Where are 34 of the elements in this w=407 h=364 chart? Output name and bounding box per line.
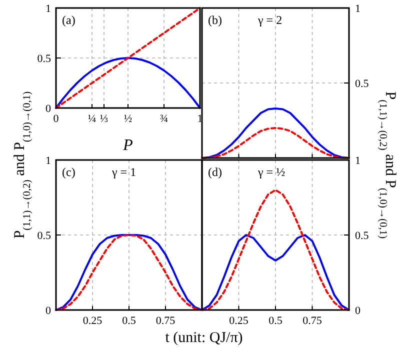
y-tick-label: 0.5 <box>37 53 52 65</box>
x-tick-label: ½ <box>124 113 132 125</box>
y-tick-label: 1 <box>355 3 360 15</box>
x-axis-title: t (unit: QJ/π) <box>165 330 243 346</box>
annotation: γ = ½ <box>257 165 286 179</box>
x-tick-label: 0.5 <box>268 315 283 327</box>
line-series <box>201 127 350 159</box>
annotation: γ = 2 <box>257 13 282 27</box>
x-axis-title: P <box>122 137 134 154</box>
x-tick-label: ⅓ <box>100 113 108 125</box>
y-tick-label: 0 <box>46 103 52 115</box>
x-tick-label: 0 <box>53 113 60 125</box>
x-tick-label: 1 <box>197 113 203 125</box>
y-tick-label: 1 <box>355 155 360 167</box>
line-series <box>55 57 201 109</box>
annotation: (c) <box>62 165 76 179</box>
y-tick-label: 0 <box>46 305 52 317</box>
y-tick-label: 0 <box>355 305 361 317</box>
y-tick-label: 1 <box>46 155 51 167</box>
y-tick-label: 0.5 <box>37 230 52 242</box>
x-tick-label: ¾ <box>160 113 168 125</box>
x-tick-label: 0.5 <box>122 315 136 327</box>
annotation: γ = 1 <box>111 165 136 179</box>
x-tick-label: 0.75 <box>302 315 322 327</box>
y-tick-label: 0.5 <box>355 78 370 90</box>
annotation: (d) <box>208 165 222 179</box>
y-tick-label: 0.5 <box>355 230 370 242</box>
x-tick-label: 0.25 <box>82 315 103 327</box>
x-tick-label: 0.25 <box>229 315 249 327</box>
x-tick-label: ¼ <box>88 113 96 125</box>
annotation: (b) <box>208 13 222 27</box>
annotation: (a) <box>62 13 76 27</box>
x-tick-label: 0.75 <box>156 315 176 327</box>
y-tick-label: 1 <box>46 3 51 15</box>
